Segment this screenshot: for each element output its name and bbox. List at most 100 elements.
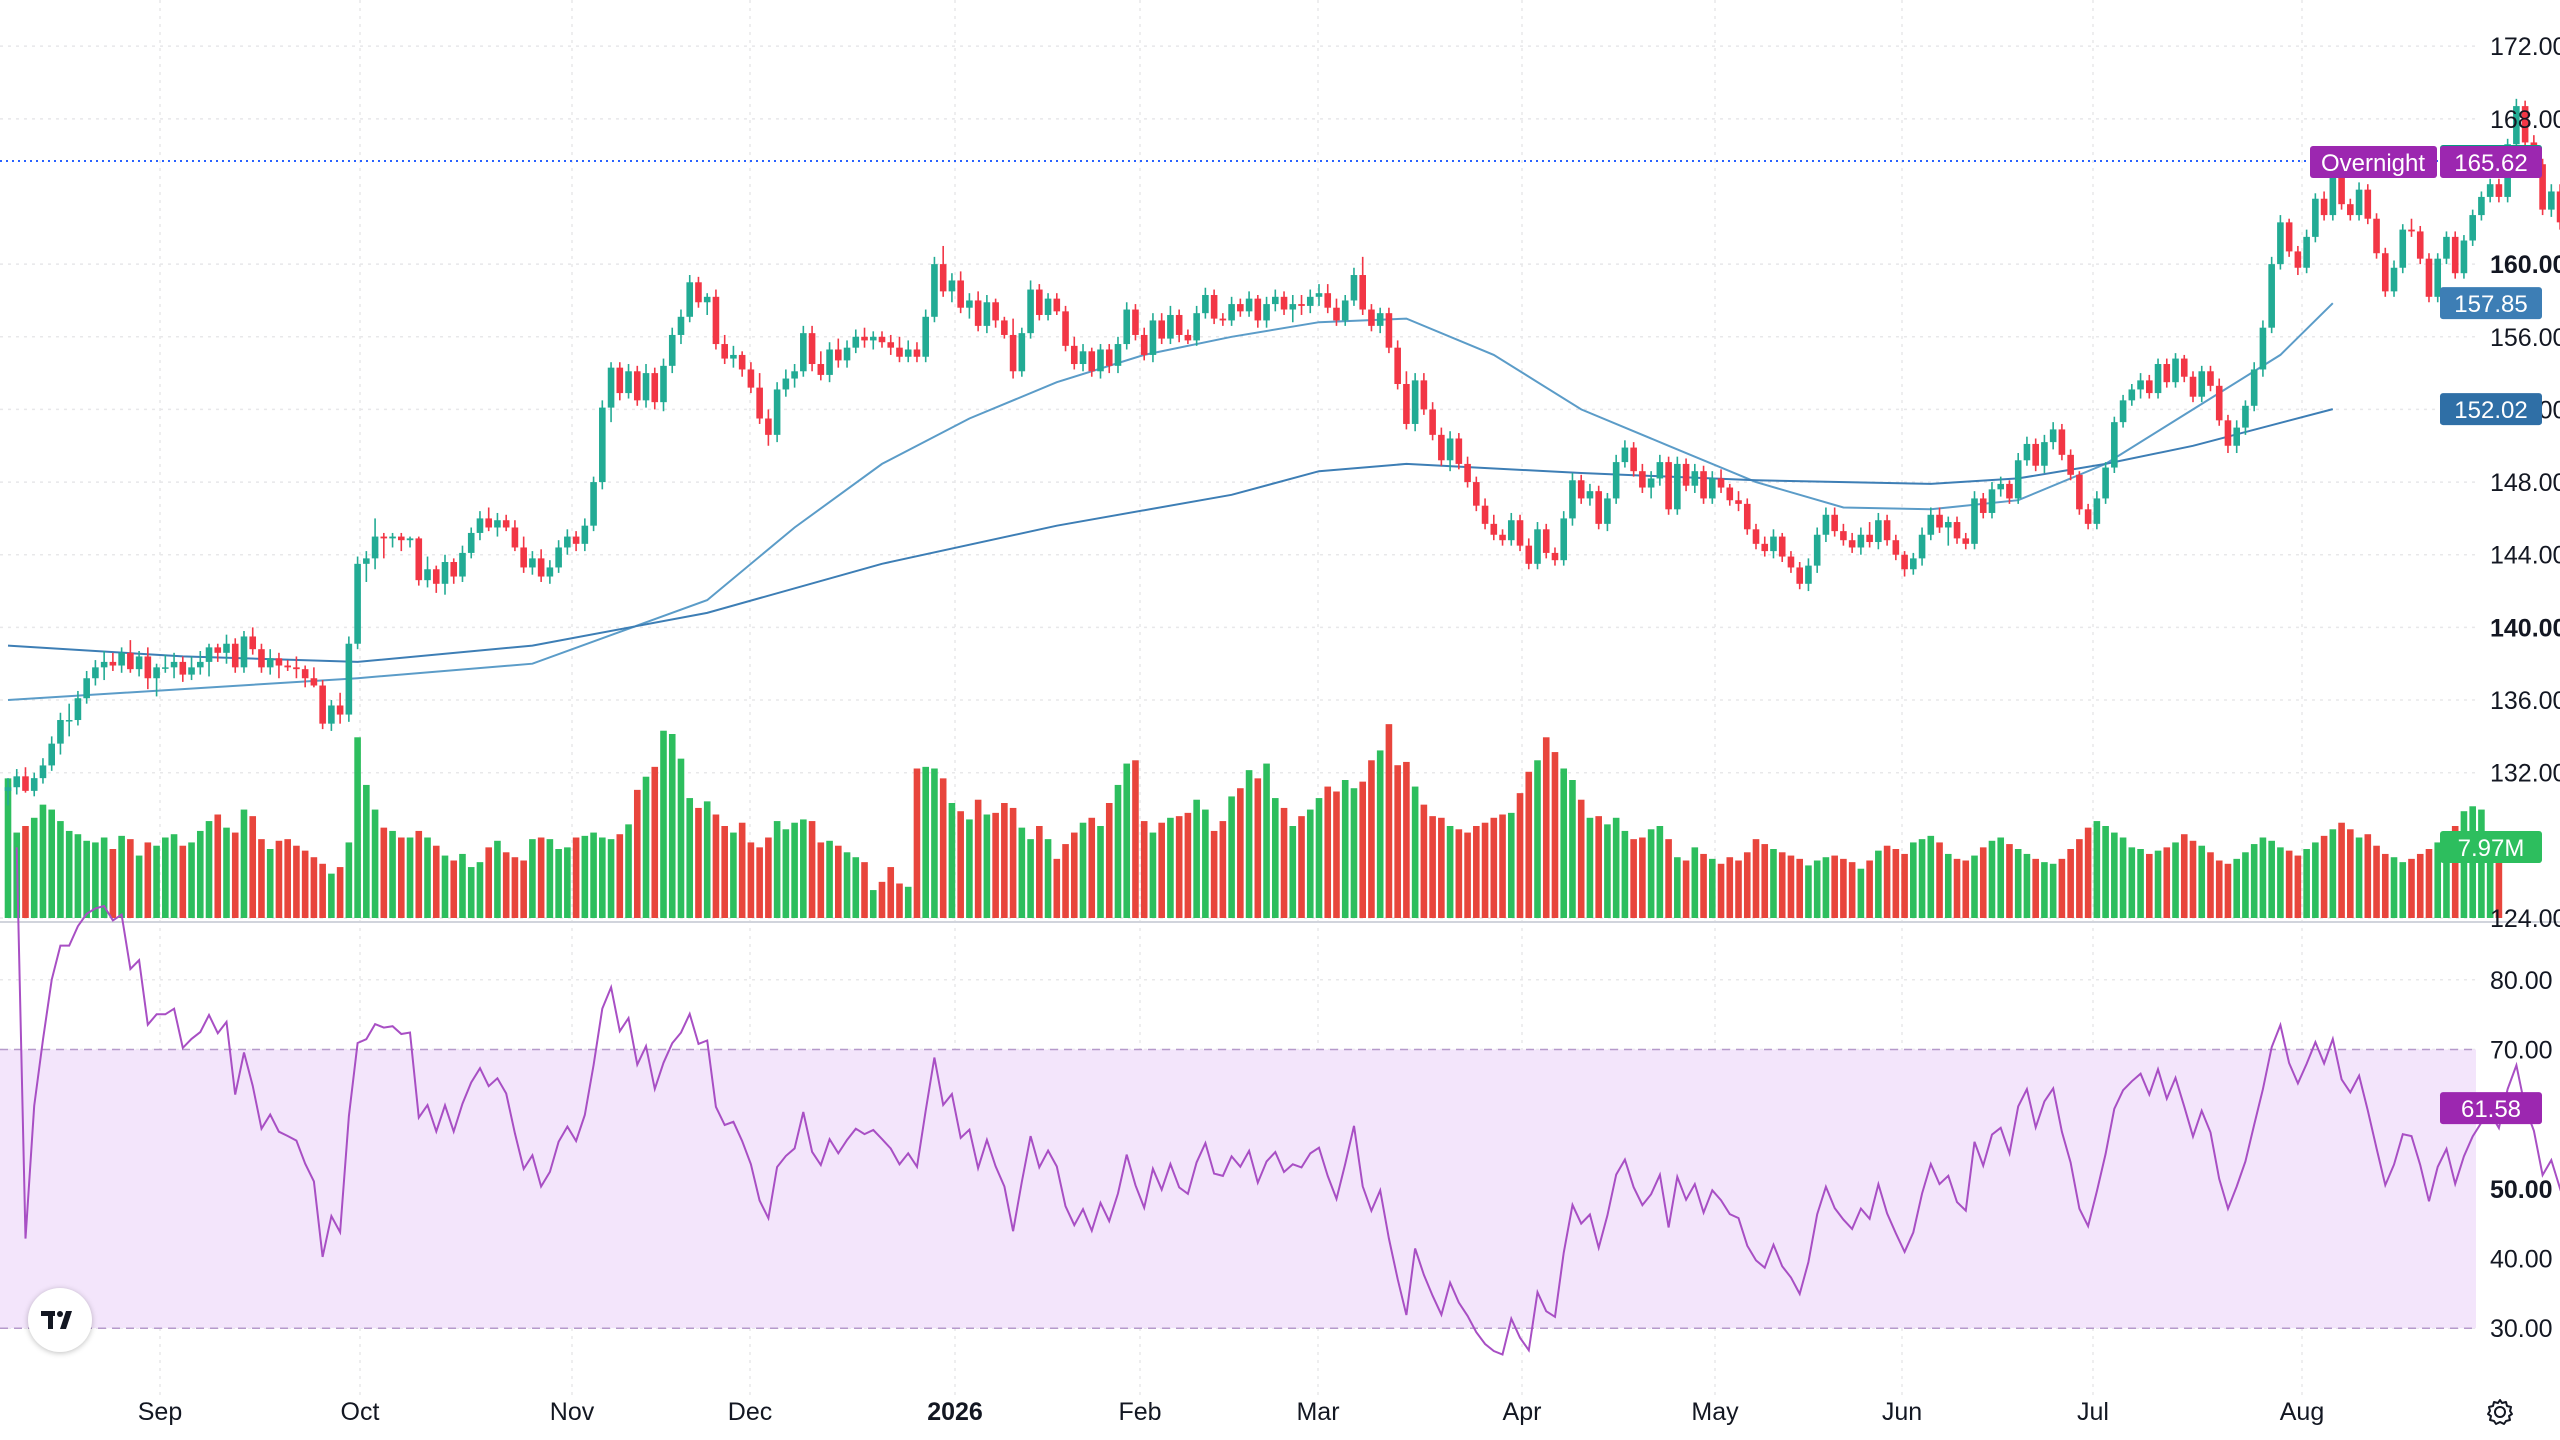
volume-bar xyxy=(2373,845,2380,918)
candle-body xyxy=(1175,314,1183,335)
volume-badge-text: 7.97M xyxy=(2458,835,2525,862)
volume-bar xyxy=(2128,847,2136,918)
volume-bar xyxy=(974,799,982,918)
volume-bar xyxy=(1053,858,1061,918)
candle-body xyxy=(1735,500,1742,504)
rsi-band xyxy=(0,1048,2476,1329)
candle-body xyxy=(1936,514,1943,528)
candle-body xyxy=(904,349,912,357)
candle-body xyxy=(730,354,737,359)
volume-bar xyxy=(1971,855,1978,918)
volume-bar xyxy=(231,832,239,918)
volume-bar xyxy=(170,834,178,918)
candle-body xyxy=(546,567,554,577)
volume-bar xyxy=(1516,793,1524,918)
rsi-badge-text: 61.58 xyxy=(2461,1096,2521,1123)
candle-body xyxy=(502,520,510,528)
volume-bar xyxy=(835,845,842,918)
volume-bar xyxy=(590,832,597,918)
volume-bar xyxy=(546,839,554,918)
candle-body xyxy=(1988,489,1996,513)
volume-bar xyxy=(1490,817,1498,918)
candle-body xyxy=(2119,400,2127,423)
volume-bar xyxy=(1359,781,1366,918)
candle-body xyxy=(1551,552,1559,561)
candle-body xyxy=(153,667,160,679)
volume-bar xyxy=(983,814,991,918)
volume-bar xyxy=(651,766,659,918)
volume-bar xyxy=(1385,724,1393,918)
candle-body xyxy=(2049,429,2057,443)
candle-body xyxy=(2215,385,2223,421)
volume-bar xyxy=(2285,850,2293,918)
volume-bar xyxy=(922,766,929,918)
volume-bar xyxy=(1438,817,1445,918)
volume-bar xyxy=(712,814,720,918)
volume-bar xyxy=(1910,842,1917,918)
candle-body xyxy=(223,643,230,653)
candle-body xyxy=(1997,483,2005,490)
candle-body xyxy=(319,685,326,724)
candle-body xyxy=(2233,427,2240,446)
volume-bar xyxy=(1805,865,1812,918)
candle-body xyxy=(450,562,458,577)
volume-bar xyxy=(1726,857,1734,918)
candle-body xyxy=(721,344,728,359)
candle-body xyxy=(616,367,624,394)
candle-body xyxy=(2146,380,2153,394)
volume-bar xyxy=(127,839,134,918)
volume-bar xyxy=(380,827,388,918)
volume-bar xyxy=(756,847,763,918)
candle-body xyxy=(1656,462,1664,479)
gear-icon[interactable] xyxy=(2480,1392,2520,1432)
volume-bar xyxy=(1507,812,1515,918)
volume-bar xyxy=(791,822,798,918)
candle-body xyxy=(1289,304,1297,310)
candle-body xyxy=(1525,545,1533,564)
candle-body xyxy=(817,364,825,375)
volume-bar xyxy=(450,860,458,918)
volume-bar xyxy=(765,837,772,918)
volume-bar xyxy=(2093,821,2101,918)
moving-average-badge-text: 157.85 xyxy=(2454,291,2527,318)
time-tick-label: Oct xyxy=(341,1398,380,1426)
volume-bar xyxy=(354,737,361,918)
volume-bar xyxy=(1263,763,1270,918)
candle-body xyxy=(2539,164,2546,210)
volume-bar xyxy=(625,824,632,918)
candle-body xyxy=(529,558,536,568)
volume-bar xyxy=(109,849,117,918)
volume-bar xyxy=(1149,832,1157,918)
tradingview-logo-icon[interactable] xyxy=(28,1288,92,1352)
volume-bar xyxy=(2478,809,2485,918)
candle-body xyxy=(1490,523,1498,535)
price-tick-label: 168.00 xyxy=(2490,106,2560,134)
volume-bar xyxy=(843,852,851,918)
price-tick-label: 148.00 xyxy=(2490,469,2560,497)
candle-body xyxy=(861,336,868,341)
volume-bar xyxy=(1927,835,1935,918)
volume-bar xyxy=(1403,761,1410,918)
candle-body xyxy=(835,349,842,361)
volume-bar xyxy=(22,826,29,918)
volume-bar xyxy=(424,837,431,918)
moving-average-badge-bg xyxy=(2440,287,2542,320)
candle-body xyxy=(48,743,55,766)
rsi-axis[interactable]: 80.00 70.00 50.00 40.00 30.00 xyxy=(2490,967,2553,1343)
volume-bar xyxy=(1848,862,1856,918)
candle-body xyxy=(2268,264,2275,328)
volume-bar xyxy=(1114,784,1122,918)
candle-body xyxy=(2303,236,2310,268)
candle-body xyxy=(520,547,527,568)
tradingview-logo-mark xyxy=(41,1311,72,1329)
volume-bar xyxy=(1979,847,1987,918)
candle-body xyxy=(1709,478,1716,499)
rsi-tick-label: 70.00 xyxy=(2490,1036,2553,1064)
candle-body xyxy=(2338,171,2345,205)
candle-body xyxy=(948,280,956,292)
candle-body xyxy=(1499,534,1506,541)
candle-body xyxy=(1341,300,1349,321)
candle-body xyxy=(1831,514,1838,532)
time-axis[interactable]: Sep Oct Nov Dec 2026 Feb Mar Apr May Jun Jul Aug xyxy=(138,1398,2324,1426)
